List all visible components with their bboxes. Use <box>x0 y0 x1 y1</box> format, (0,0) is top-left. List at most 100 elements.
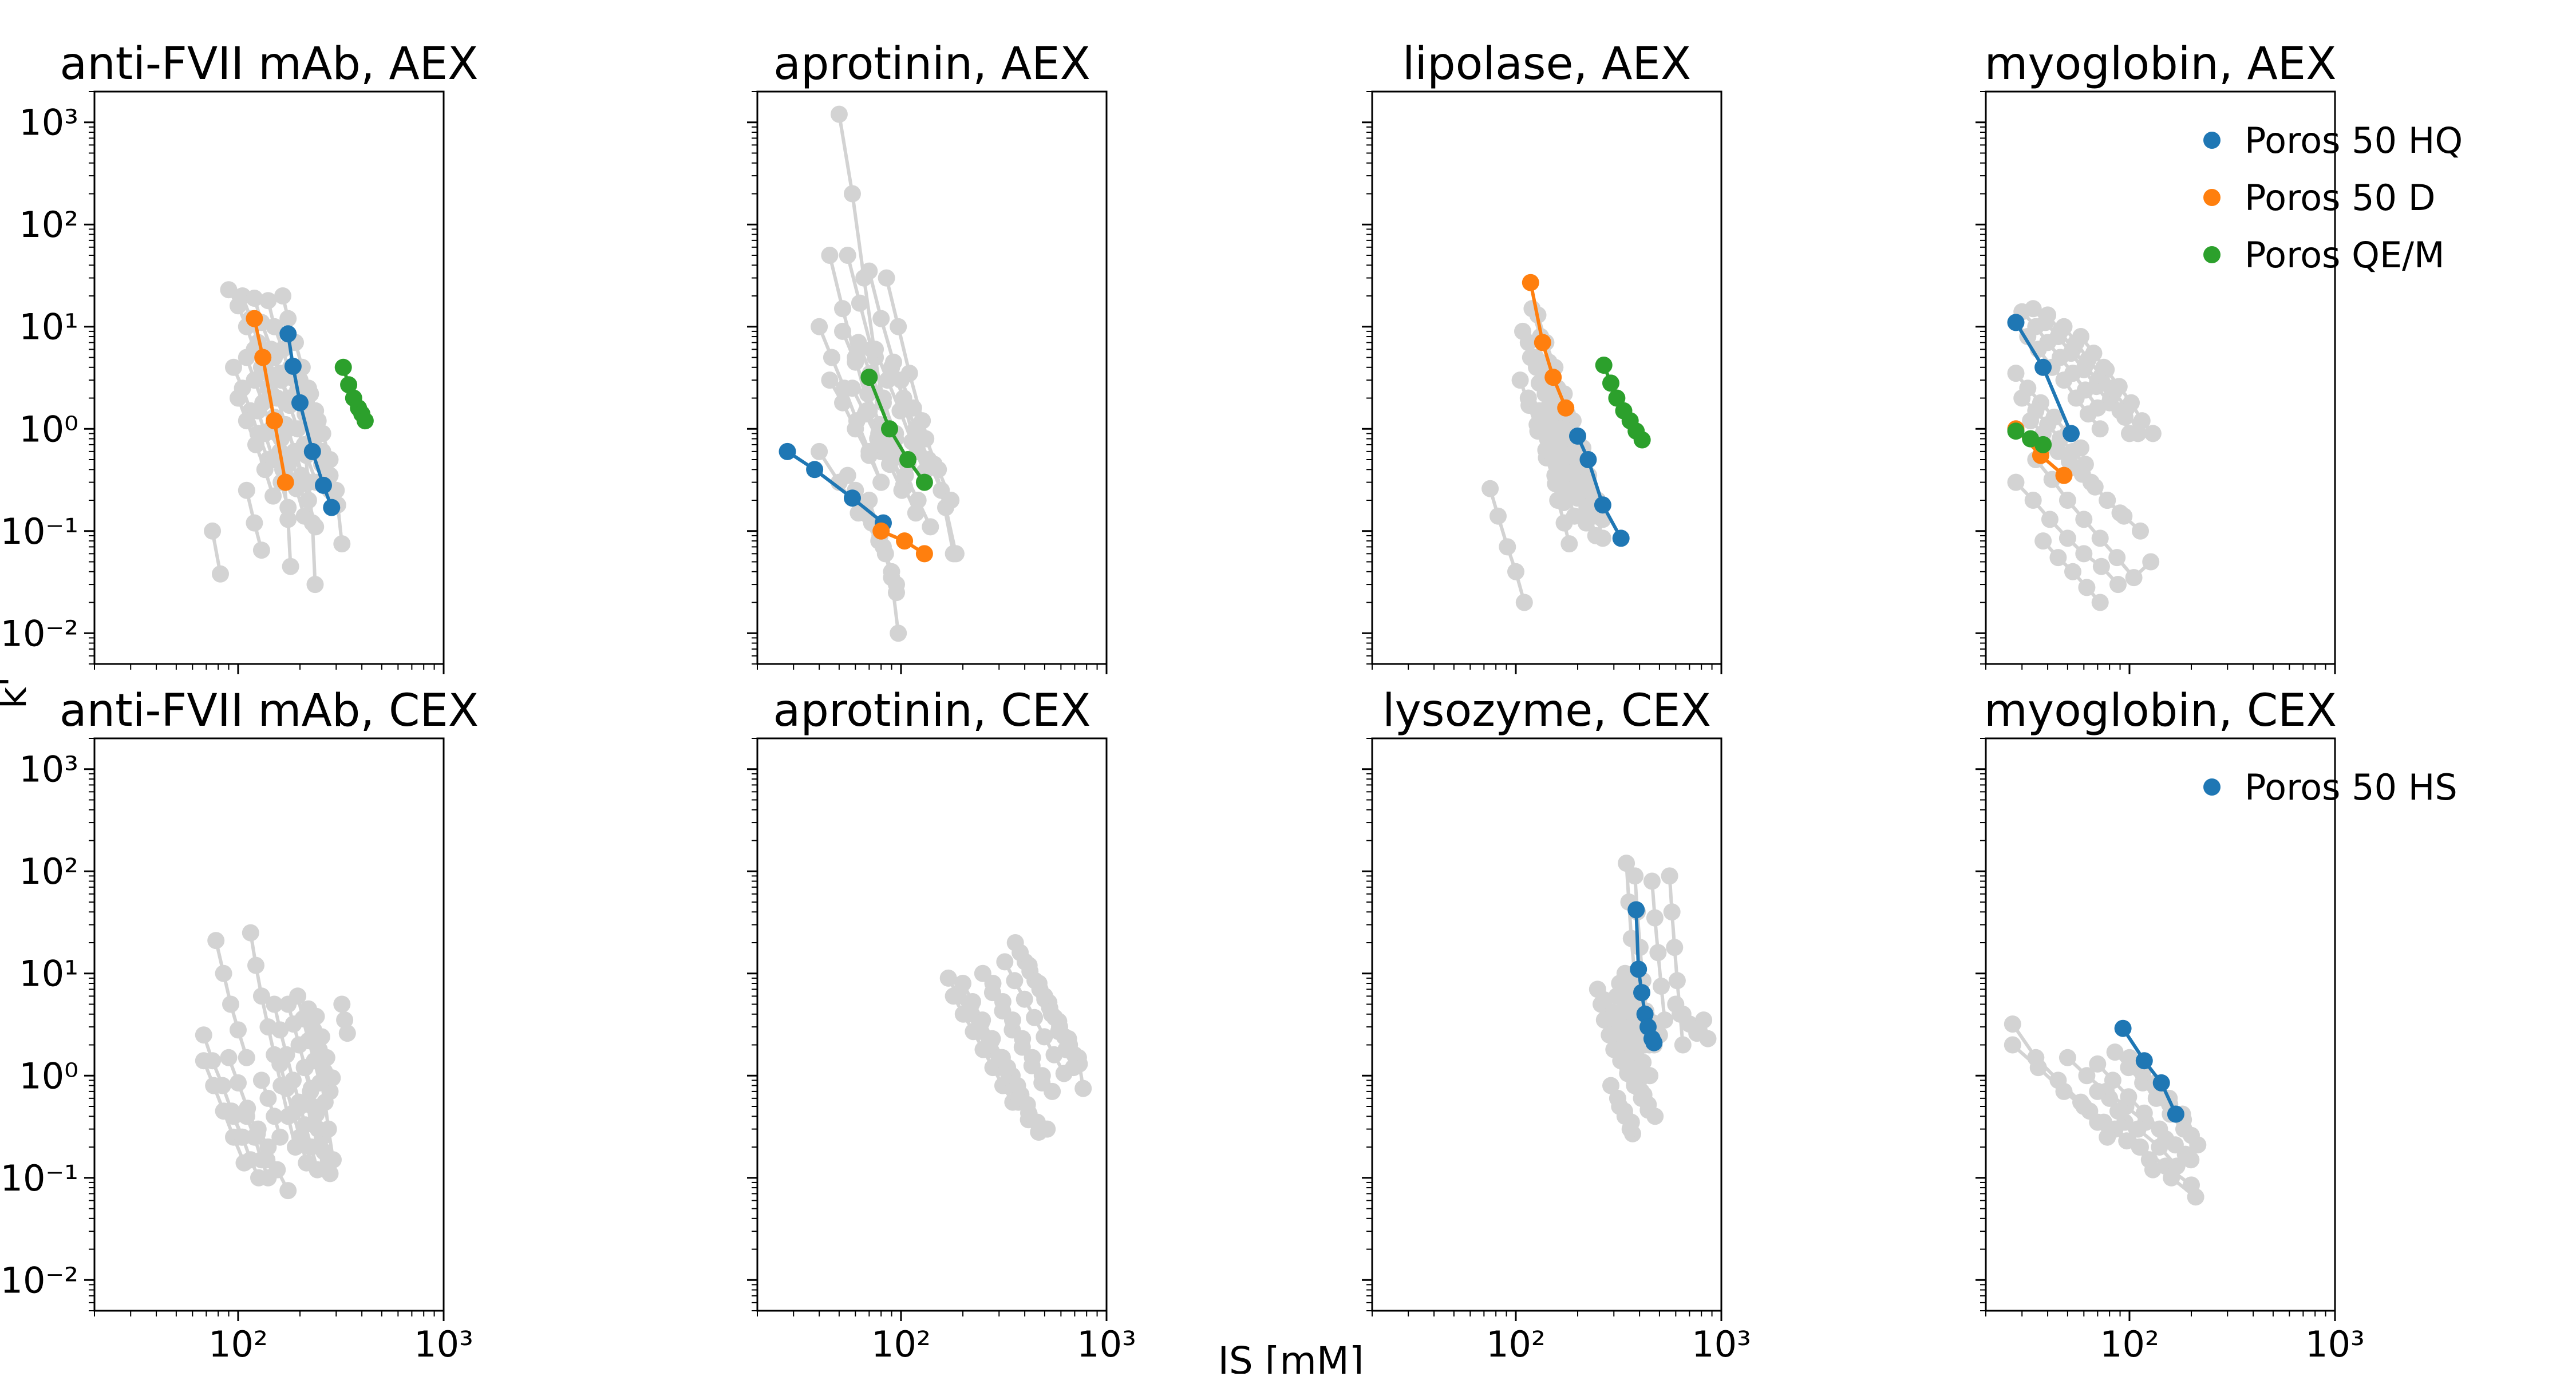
series-point-poros-50-hq <box>2007 314 2025 331</box>
reference-point <box>2075 545 2093 563</box>
x-tick-label: 10² <box>1486 1323 1546 1365</box>
reference-point <box>2078 579 2096 596</box>
reference-point <box>883 358 900 376</box>
reference-point <box>333 995 351 1013</box>
y-tick-label: 10⁻² <box>1 1259 78 1301</box>
series-point-poros-qe-m <box>915 473 933 491</box>
plot-frame <box>756 737 1108 1312</box>
reference-point <box>811 318 828 335</box>
reference-point <box>2078 1067 2096 1085</box>
reference-point <box>945 987 962 1005</box>
series-point-poros-qe-m <box>2007 422 2025 440</box>
series-point-poros-50-hq <box>2063 425 2080 442</box>
reference-point <box>2106 1043 2124 1061</box>
reference-point <box>844 379 861 397</box>
reference-point <box>323 1069 341 1087</box>
reference-point <box>2024 492 2042 509</box>
reference-point <box>299 492 317 509</box>
series-point-poros-50-hs <box>1645 1034 1663 1051</box>
y-tick-label: 10⁻¹ <box>1 1157 78 1199</box>
reference-point <box>266 318 283 335</box>
subplot-1: anti-FVII mAb, AEX 10⁻² 10⁻¹ 10⁰ 10¹ 10² 10³ <box>1 38 479 674</box>
plot-frame <box>93 737 445 1312</box>
reference-point <box>2029 1059 2047 1077</box>
subplot-8: myoglobin, CEX 10² 10³ Poros 50 HS <box>1976 685 2458 1365</box>
reference-point <box>2041 511 2059 528</box>
x-tick-label: 10² <box>871 1323 931 1365</box>
reference-point <box>297 1116 314 1134</box>
reference-point <box>295 1059 313 1077</box>
legend-label: Poros 50 D <box>2245 177 2436 219</box>
reference-point <box>215 964 232 982</box>
reference-point <box>872 473 890 491</box>
reference-point <box>246 290 263 307</box>
series-point-poros-50-hq <box>2034 358 2052 376</box>
subplot-7: lysozyme, CEX 10² 10³ <box>1362 685 1751 1365</box>
reference-point <box>319 1120 337 1138</box>
legend-marker <box>2203 189 2221 206</box>
series-point-poros-50-d <box>276 473 294 491</box>
reference-point <box>249 402 267 420</box>
reference-point <box>1699 1030 1717 1047</box>
reference-point <box>321 451 339 468</box>
reference-point <box>220 281 238 299</box>
reference-point <box>850 334 867 351</box>
reference-point <box>284 1071 302 1089</box>
y-tick-label: 10² <box>19 851 78 892</box>
reference-point <box>904 399 922 417</box>
reference-point <box>1555 514 1573 532</box>
reference-point <box>2075 511 2093 528</box>
reference-point <box>230 1021 247 1039</box>
reference-point <box>1519 334 1537 351</box>
series-line-poros-50-d <box>252 318 287 483</box>
reference-point <box>2089 1113 2107 1131</box>
legend-label: Poros QE/M <box>2245 234 2445 276</box>
series-point-poros-50-hs <box>2114 1019 2132 1037</box>
reference-point <box>2120 1088 2138 1106</box>
reference-point <box>2004 1036 2021 1054</box>
reference-point <box>195 1052 212 1070</box>
reference-line <box>256 1128 290 1192</box>
reference-point <box>266 995 283 1013</box>
reference-point <box>844 185 861 203</box>
reference-point <box>2144 1161 2162 1179</box>
reference-point <box>2142 553 2160 571</box>
reference-point <box>2111 402 2129 420</box>
reference-point <box>867 341 884 358</box>
reference-point <box>333 535 351 553</box>
reference-line <box>2102 366 2131 434</box>
reference-point <box>2055 1082 2073 1100</box>
reference-point <box>1018 1096 1036 1113</box>
reference-point <box>1621 1120 1639 1138</box>
reference-point <box>1042 1005 1060 1023</box>
reference-point <box>238 481 255 499</box>
reference-point <box>851 294 868 312</box>
reference-point <box>1033 1067 1051 1085</box>
reference-point <box>2118 1132 2136 1150</box>
x-axis-label: IS [mM] <box>1218 1339 1364 1374</box>
reference-point <box>821 371 839 389</box>
reference-point <box>834 322 851 340</box>
reference-point <box>930 461 947 479</box>
reference-point <box>2064 563 2081 580</box>
reference-point <box>2151 1120 2168 1138</box>
reference-point <box>942 492 960 509</box>
reference-point <box>1618 855 1635 872</box>
reference-point <box>271 1021 289 1039</box>
reference-point <box>1030 975 1048 992</box>
y-tick-label: 10⁰ <box>19 408 78 450</box>
reference-point <box>860 262 878 280</box>
series-point-poros-50-hs <box>2167 1105 2184 1123</box>
reference-point <box>2132 522 2149 540</box>
reference-point <box>225 1108 242 1125</box>
reference-point <box>2024 300 2042 318</box>
reference-point <box>274 287 291 305</box>
series-point-poros-50-hs <box>1633 984 1650 1002</box>
reference-point <box>2075 1098 2093 1115</box>
series-point-poros-50-hs <box>1630 960 1647 978</box>
y-tick-label: 10⁰ <box>19 1055 78 1097</box>
reference-point <box>195 1026 212 1044</box>
subplot-3: lipolase, AEX <box>1362 38 1722 674</box>
reference-point <box>1020 956 1038 974</box>
reference-point <box>207 932 225 950</box>
